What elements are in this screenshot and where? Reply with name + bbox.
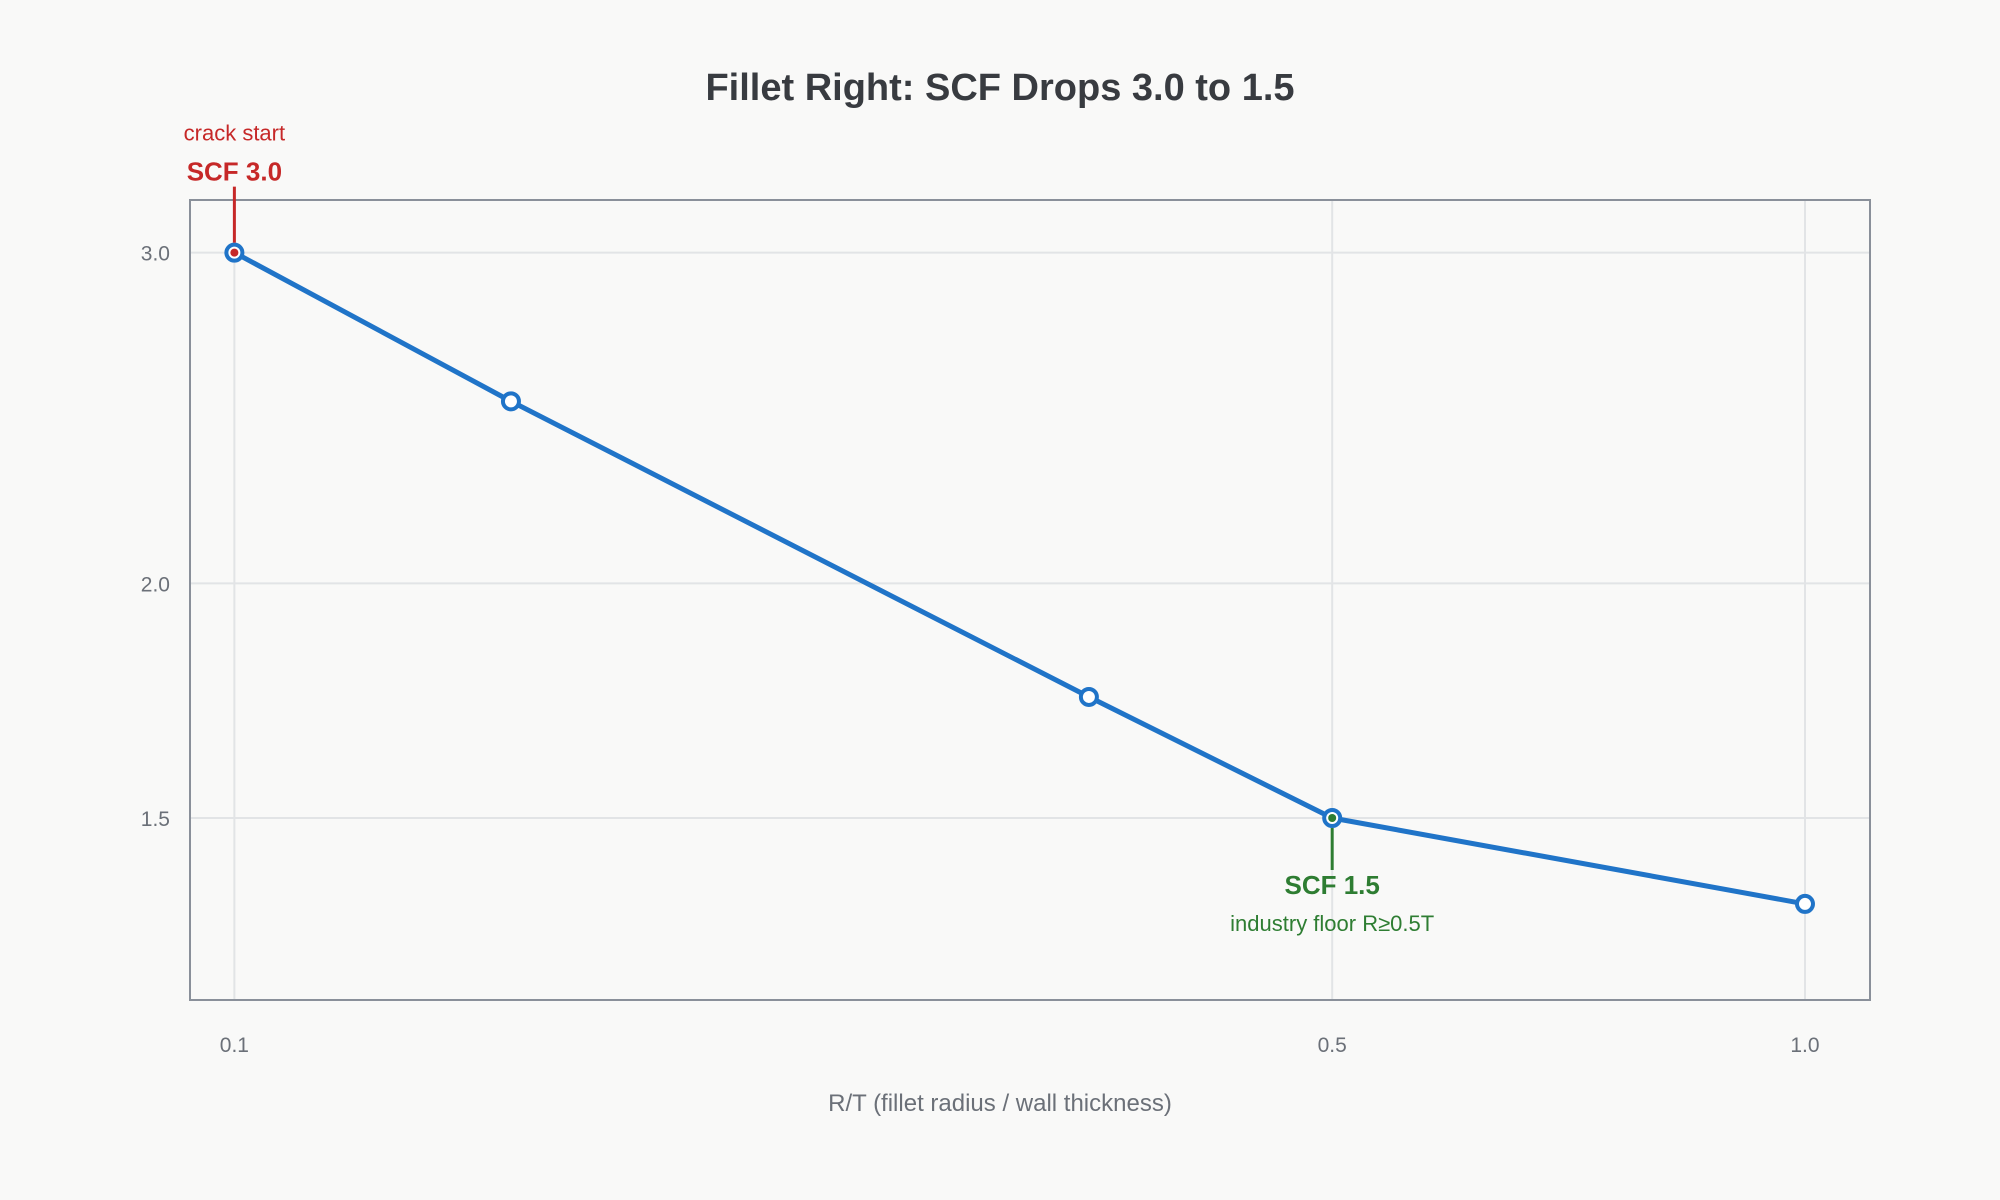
y-tick-label: 2.0 — [141, 573, 170, 596]
plot-frame — [189, 199, 1871, 1001]
x-tick-label: 0.5 — [1318, 1034, 1347, 1057]
data-point — [1794, 893, 1815, 914]
x-axis-label: R/T (fillet radius / wall thickness) — [828, 1090, 1172, 1117]
annotation-dot — [230, 248, 239, 257]
series-layer — [224, 242, 1815, 914]
x-tick-label: 0.1 — [220, 1034, 249, 1057]
x-tick-label: 1.0 — [1790, 1034, 1819, 1057]
tick-layer: 0.1 0.5 1.0 3.0 2.0 1.5 — [141, 243, 1820, 1057]
y-tick-label: 1.5 — [141, 808, 170, 831]
annotation-label: SCF 1.5 — [1285, 870, 1380, 900]
chart-title: Fillet Right: SCF Drops 3.0 to 1.5 — [705, 67, 1294, 109]
series-line — [231, 250, 1808, 907]
annotation-sublabel: crack start — [184, 121, 285, 146]
data-point — [1078, 686, 1099, 707]
y-tick-label: 3.0 — [141, 243, 170, 266]
annotation-sublabel: industry floor R≥0.5T — [1230, 911, 1434, 936]
annotation-layer: SCF 3.0 crack start SCF 1.5 industry floor … — [184, 121, 1435, 936]
grid — [190, 200, 1870, 1000]
data-point — [500, 391, 521, 412]
annotation-dot — [1328, 813, 1337, 822]
annotation-label: SCF 3.0 — [187, 157, 282, 187]
